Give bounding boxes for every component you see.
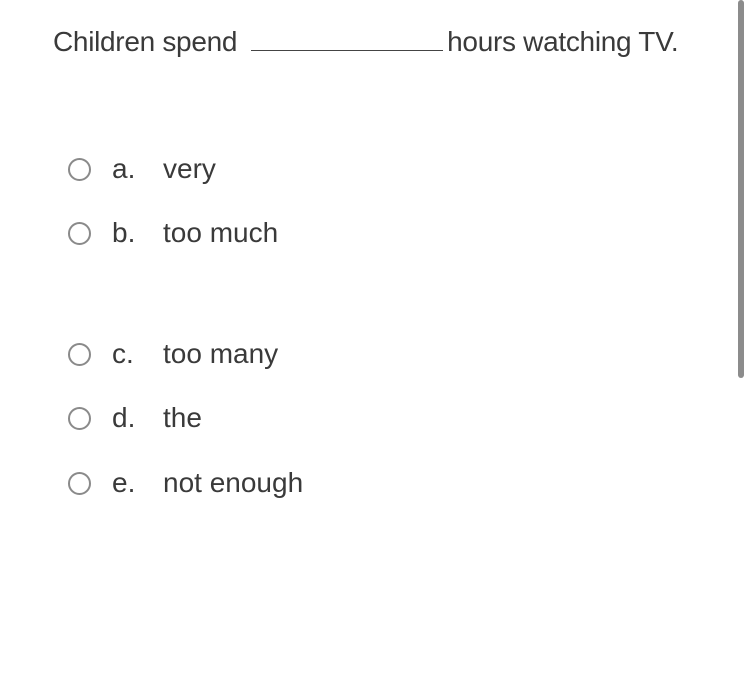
radio-icon[interactable] bbox=[68, 471, 91, 495]
option-e[interactable]: e. not enough bbox=[68, 467, 303, 499]
answer-blank bbox=[251, 20, 444, 51]
option-label: the bbox=[163, 402, 202, 433]
radio-icon[interactable] bbox=[68, 406, 91, 430]
question-text: Children spend hours watching TV. bbox=[53, 20, 693, 64]
question-after: hours watching TV. bbox=[447, 26, 679, 57]
radio-icon[interactable] bbox=[68, 221, 91, 245]
option-label: very bbox=[163, 153, 216, 184]
option-letter: e. bbox=[112, 467, 136, 498]
option-letter: b. bbox=[112, 217, 136, 248]
option-label: not enough bbox=[163, 467, 304, 498]
option-c[interactable]: c. too many bbox=[68, 338, 278, 370]
option-a[interactable]: a. very bbox=[68, 153, 216, 185]
option-label: too much bbox=[163, 217, 279, 248]
option-letter: a. bbox=[112, 153, 136, 184]
radio-icon[interactable] bbox=[68, 342, 91, 366]
option-letter: d. bbox=[112, 402, 136, 433]
option-d[interactable]: d. the bbox=[68, 402, 202, 434]
option-letter: c. bbox=[112, 338, 134, 369]
option-b[interactable]: b. too much bbox=[68, 217, 278, 249]
radio-icon[interactable] bbox=[68, 157, 91, 181]
scrollbar[interactable] bbox=[738, 0, 744, 378]
option-label: too many bbox=[163, 338, 279, 369]
question-before: Children spend bbox=[53, 26, 238, 57]
